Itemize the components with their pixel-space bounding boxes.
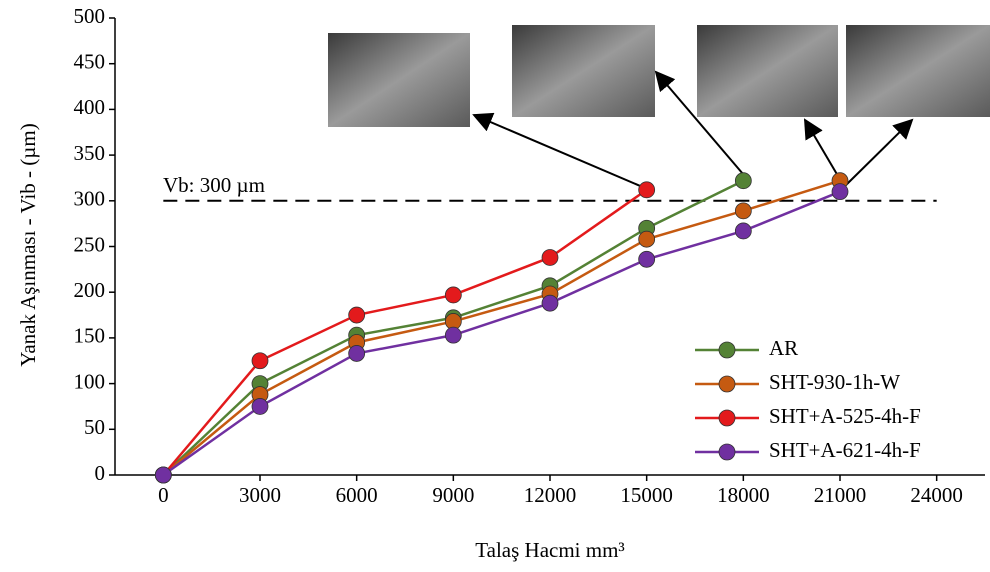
- x-tick-label: 12000: [524, 483, 577, 507]
- y-tick-label: 50: [84, 415, 105, 439]
- y-axis-label: Yanak Aşınması - Vib - (µm): [16, 123, 40, 366]
- data-point: [832, 184, 848, 200]
- data-point: [735, 223, 751, 239]
- wear-photo: [846, 25, 990, 117]
- y-tick-label: 500: [74, 4, 106, 28]
- legend-marker: [719, 410, 735, 426]
- x-tick-label: 21000: [814, 483, 867, 507]
- legend-label: AR: [769, 336, 798, 360]
- arrow: [474, 115, 645, 188]
- y-tick-label: 150: [74, 324, 106, 348]
- legend-marker: [719, 342, 735, 358]
- data-point: [639, 251, 655, 267]
- data-point: [252, 353, 268, 369]
- y-tick-label: 300: [74, 187, 106, 211]
- data-point: [735, 173, 751, 189]
- y-tick-label: 400: [74, 95, 106, 119]
- x-tick-label: 6000: [336, 483, 378, 507]
- y-tick-label: 250: [74, 232, 106, 256]
- x-tick-label: 0: [158, 483, 169, 507]
- y-tick-label: 200: [74, 278, 106, 302]
- wear-photo: [697, 25, 838, 117]
- x-tick-label: 9000: [432, 483, 474, 507]
- data-point: [252, 398, 268, 414]
- x-axis-label: Talaş Hacmi mm³: [475, 538, 624, 562]
- wear-photo: [512, 25, 655, 117]
- data-point: [349, 307, 365, 323]
- data-point: [349, 345, 365, 361]
- legend-marker: [719, 444, 735, 460]
- data-point: [542, 249, 558, 265]
- arrow: [845, 120, 912, 186]
- data-point: [735, 203, 751, 219]
- y-tick-label: 100: [74, 369, 106, 393]
- data-point: [445, 287, 461, 303]
- threshold-label: Vb: 300 µm: [163, 173, 265, 197]
- data-point: [445, 327, 461, 343]
- y-tick-label: 350: [74, 141, 106, 165]
- data-point: [639, 231, 655, 247]
- legend-label: SHT+A-621-4h-F: [769, 438, 921, 462]
- legend-label: SHT-930-1h-W: [769, 370, 900, 394]
- x-tick-label: 15000: [620, 483, 673, 507]
- chart: Yanak Aşınması - Vib - (µm) Talaş Hacmi …: [0, 0, 990, 572]
- y-tick-label: 450: [74, 50, 106, 74]
- x-tick-label: 18000: [717, 483, 770, 507]
- legend-label: SHT+A-525-4h-F: [769, 404, 921, 428]
- data-point: [639, 182, 655, 198]
- wear-photo: [328, 33, 470, 127]
- data-point: [155, 467, 171, 483]
- legend-marker: [719, 376, 735, 392]
- y-tick-label: 0: [95, 461, 106, 485]
- x-tick-label: 3000: [239, 483, 281, 507]
- x-tick-label: 24000: [910, 483, 963, 507]
- data-point: [542, 295, 558, 311]
- arrow: [805, 120, 838, 176]
